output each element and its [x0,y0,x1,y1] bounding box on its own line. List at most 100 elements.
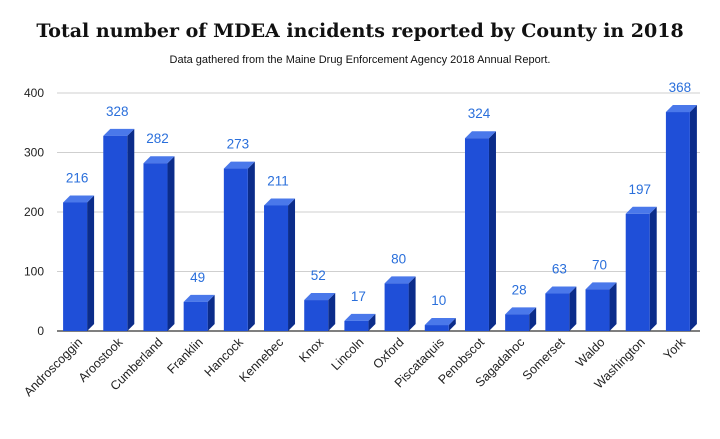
bar-face [424,325,449,331]
data-labels: 216 328 282 49 273 211 52 17 80 10 324 28 63 70 197 368 [66,80,691,308]
bar-face [665,112,690,331]
bar-face [143,163,168,331]
bar-top [223,161,255,169]
bar [665,105,697,331]
bar [103,128,135,331]
bar-side [569,286,577,331]
y-tick-label: 300 [24,146,44,160]
bar-top [103,128,135,136]
bar [304,293,336,331]
bar-face [464,138,489,331]
bar-face [63,202,88,331]
chart-title: Total number of MDEA incidents reported … [36,20,684,42]
y-axis-ticks: 0 100 200 300 400 [24,86,44,338]
bar-side [167,156,175,331]
bar-side [448,318,456,331]
bar-face [103,135,128,331]
data-label: 328 [106,104,129,119]
bar-face [264,205,289,331]
data-label: 273 [227,137,250,152]
data-label: 324 [468,106,491,121]
bar-top [183,294,215,302]
bar-side [127,128,135,331]
bar [183,294,215,331]
bar-top [424,318,456,326]
x-tick-label: Franklin [164,335,205,376]
bar-top [585,282,617,290]
bar-top [665,105,697,113]
bar-top [505,307,537,315]
bar-face [183,301,208,331]
bar [585,282,617,331]
data-label: 282 [146,131,169,146]
bar-side [328,293,336,331]
data-label: 80 [391,251,406,266]
x-tick-label: Oxford [370,335,406,371]
bar-face [505,314,530,331]
bar [264,198,296,331]
bar-top [264,198,296,206]
bar [505,307,537,331]
bar-face [545,293,570,331]
bar-side [288,198,296,331]
bar-face [304,300,329,331]
y-tick-label: 0 [37,324,44,338]
bar-top [545,286,577,294]
bar-side [488,131,496,331]
bar-top [625,206,657,214]
y-tick-label: 200 [24,205,44,219]
bar-side [368,313,376,331]
bar-side [609,282,617,331]
x-tick-label: Androscoggin [21,335,85,399]
data-label: 49 [190,270,205,285]
bar-top [344,313,376,321]
bar-face [223,168,248,331]
x-axis-ticks: AndroscogginAroostookCumberlandFranklinH… [21,335,688,399]
x-tick-label: Somerset [520,335,568,383]
bar [545,286,577,331]
bar-top [384,276,416,284]
chart-subtitle: Data gathered from the Maine Drug Enforc… [169,54,551,66]
bar-face [384,283,409,331]
data-label: 17 [351,289,366,304]
data-label: 52 [311,268,326,283]
y-tick-label: 100 [24,265,44,279]
bar [143,156,175,331]
bar [384,276,416,331]
data-label: 197 [628,182,651,197]
bar-face [625,213,650,331]
bar-face [344,320,369,331]
x-tick-label: Waldo [573,335,608,370]
x-tick-label: Knox [296,335,327,366]
y-tick-label: 400 [24,86,44,100]
data-label: 70 [592,257,607,272]
bar-face [585,289,610,331]
bar [625,206,657,331]
bar [424,318,456,331]
bar-side [649,206,657,331]
x-tick-label: Kennebec [236,335,286,385]
bar [223,161,255,331]
bar-side [529,307,537,331]
bar-top [464,131,496,139]
bar [63,195,95,331]
data-label: 211 [267,173,289,188]
bar-top [304,293,336,301]
data-label: 10 [431,293,446,308]
data-label: 63 [552,262,567,277]
bar-top [63,195,95,203]
bar-side [207,294,215,331]
x-tick-label: Lincoln [329,335,367,373]
bar-side [689,105,697,331]
bar-side [87,195,95,331]
bar-side [247,161,255,331]
data-label: 28 [512,282,527,297]
bar [464,131,496,331]
x-tick-label: York [661,335,689,363]
bar-side [408,276,416,331]
data-label: 368 [669,80,692,95]
data-label: 216 [66,170,89,185]
bar [344,313,376,331]
bar-top [143,156,175,164]
